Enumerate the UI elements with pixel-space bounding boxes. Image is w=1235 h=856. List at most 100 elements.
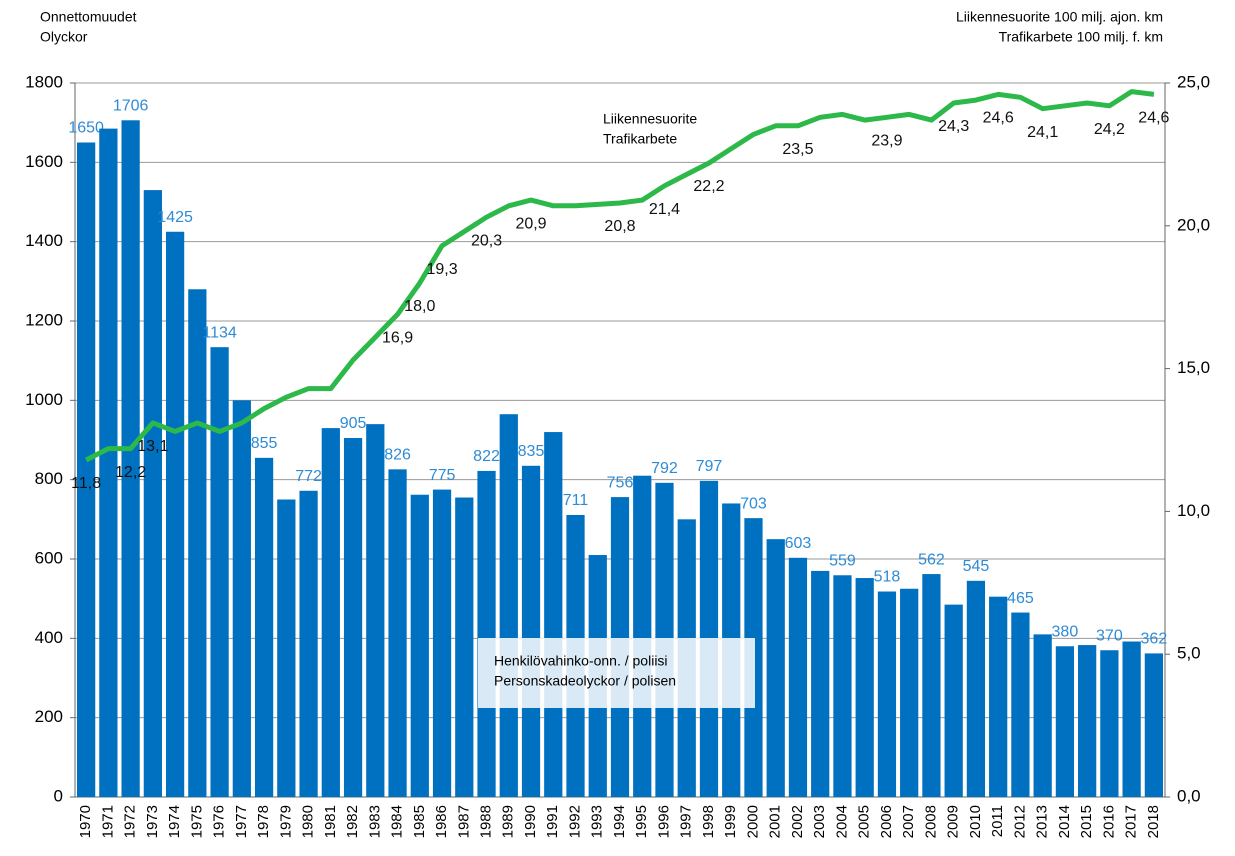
bar-value-label: 756: [607, 474, 634, 491]
x-tick-label: 1995: [633, 805, 650, 838]
legend-label: Liikennesuorite: [603, 111, 697, 127]
x-tick-label: 1980: [300, 805, 317, 838]
line-value-label: 24,1: [1027, 124, 1058, 141]
bar: [232, 400, 251, 797]
bar: [1033, 634, 1052, 797]
x-tick-label: 2009: [945, 805, 962, 838]
bar: [277, 499, 296, 797]
bar-value-label: 559: [829, 552, 856, 569]
bar: [544, 432, 563, 797]
x-tick-label: 1970: [77, 805, 94, 838]
bar: [855, 578, 874, 797]
x-tick-label: 2016: [1100, 805, 1117, 838]
bar-value-label: 703: [740, 495, 767, 512]
bar: [1055, 646, 1075, 797]
x-tick-label: 1977: [233, 805, 250, 838]
x-tick-label: 1976: [211, 805, 228, 838]
x-tick-label: 1991: [544, 805, 561, 838]
y-tick-label: 1800: [25, 72, 63, 91]
bar: [788, 557, 808, 797]
x-tick-label: 2012: [1011, 805, 1028, 838]
bar: [1144, 653, 1163, 797]
x-tick-label: 1972: [122, 805, 139, 838]
bar-value-label: 855: [251, 435, 278, 452]
x-tick-label: 2017: [1123, 805, 1140, 838]
bar-value-label: 545: [963, 558, 990, 575]
x-tick-label: 2008: [922, 805, 939, 838]
x-tick-label: 1971: [99, 805, 116, 838]
bar: [121, 120, 140, 797]
x-tick-label: 1978: [255, 805, 272, 838]
bar: [410, 494, 429, 797]
bar: [210, 347, 229, 797]
line-value-label: 18,0: [404, 298, 435, 315]
y-tick-label: 0: [54, 786, 63, 805]
bar-value-label: 797: [696, 458, 723, 475]
bar: [833, 575, 852, 797]
x-tick-label: 1975: [188, 805, 205, 838]
x-tick-label: 1974: [166, 805, 183, 838]
bar: [165, 231, 185, 797]
x-tick-label: 2018: [1145, 805, 1162, 838]
x-tick-label: 1979: [277, 805, 294, 838]
line: [84, 89, 1155, 463]
line-value-label: 20,9: [515, 215, 546, 232]
x-tick-label: 2013: [1034, 805, 1051, 838]
x-tick-label: 1996: [655, 805, 672, 838]
bar-value-label: 835: [518, 443, 545, 460]
y-tick-label: 600: [35, 548, 63, 567]
bar: [366, 424, 385, 797]
line-value-label: 23,9: [871, 132, 902, 149]
x-tick-label: 1973: [144, 805, 161, 838]
bar-value-label: 380: [1052, 623, 1079, 640]
bar-value-label: 822: [473, 448, 500, 465]
bar: [877, 591, 897, 797]
bar-value-label: 1706: [113, 98, 149, 115]
x-tick-label: 2011: [989, 805, 1006, 837]
bar-value-label: 362: [1141, 631, 1168, 648]
y-tick-label: 400: [35, 628, 63, 647]
line-value-label: 22,2: [693, 178, 724, 195]
line-value-label: 11,8: [71, 475, 101, 492]
line-value-label: 24,3: [938, 118, 969, 135]
y-axis-label: Olyckor: [40, 29, 88, 45]
y-tick-label: 1200: [25, 310, 63, 329]
x-tick-label: 1988: [477, 805, 494, 838]
bar-value-label: 905: [340, 415, 367, 432]
y2-tick-label: 15,0: [1177, 358, 1210, 377]
bar-value-label: 711: [563, 492, 589, 509]
line-value-label: 21,4: [649, 201, 680, 218]
bar-value-label: 370: [1096, 627, 1123, 644]
y-tick-label: 1400: [25, 231, 63, 250]
x-tick-label: 2006: [878, 805, 895, 838]
x-tick-label: 2015: [1078, 805, 1095, 838]
bar: [811, 570, 830, 797]
y-axis-label: Onnettomuudet: [40, 9, 137, 25]
bar: [1011, 612, 1030, 797]
bar-value-label: 603: [785, 535, 812, 552]
bar-value-label: 772: [295, 468, 322, 485]
x-tick-label: 2004: [833, 805, 850, 838]
line-value-label: 24,6: [983, 110, 1014, 127]
bar: [188, 289, 207, 797]
y2-axis-label: Liikennesuorite 100 milj. ajon. km: [956, 9, 1163, 25]
x-tick-label: 2010: [967, 805, 984, 838]
bar: [633, 475, 652, 797]
bar-value-label: 518: [874, 569, 901, 586]
line-value-label: 20,3: [471, 232, 502, 249]
bar-value-label: 826: [384, 447, 411, 464]
x-tick-label: 1985: [411, 805, 428, 838]
bar: [143, 190, 162, 798]
legend-label: Trafikarbete: [603, 131, 677, 147]
legend-label: Henkilövahinko-onn. / poliisi: [494, 653, 668, 669]
line-value-label: 23,5: [782, 141, 813, 158]
x-tick-label: 1994: [611, 805, 628, 838]
line-value-label: 16,9: [382, 330, 413, 347]
x-tick-label: 1993: [589, 805, 606, 838]
x-tick-label: 1998: [700, 805, 717, 838]
bar-value-label: 465: [1007, 590, 1034, 607]
bar-value-label: 1650: [68, 120, 104, 137]
bar: [299, 490, 318, 797]
bar-value-label: 792: [651, 460, 678, 477]
x-tick-label: 2002: [789, 805, 806, 838]
